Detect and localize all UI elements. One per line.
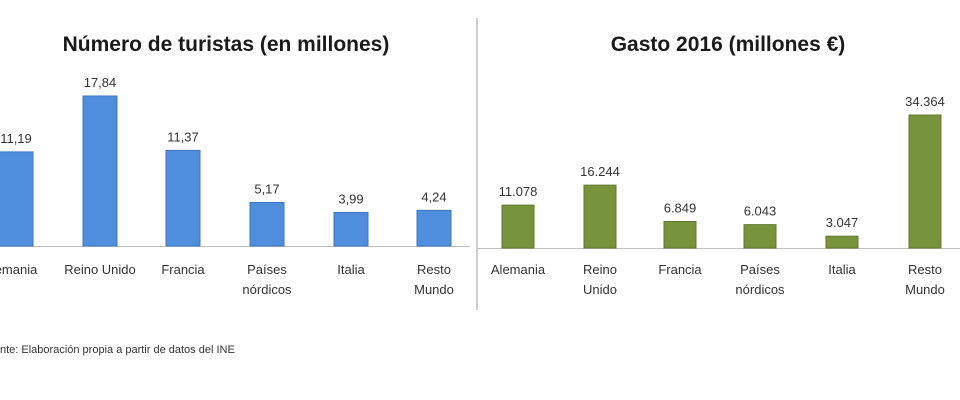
spending-value-label: 16.244 (580, 164, 620, 179)
tourists-category-label: Mundo (414, 282, 454, 297)
tourists-category-label: Francia (161, 262, 205, 277)
spending-value-label: 3.047 (826, 215, 859, 230)
spending-value-label: 6.849 (664, 200, 697, 215)
tourists-category-label: Países (247, 262, 287, 277)
tourists-value-label: 11,19 (0, 131, 32, 146)
spending-chart-title: Gasto 2016 (millones €) (611, 33, 846, 56)
spending-bar (583, 184, 617, 249)
tourists-bar (0, 151, 34, 247)
spending-category-label: Alemania (491, 262, 546, 277)
spending-category-label: Mundo (905, 282, 945, 297)
tourists-category-label: Reino Unido (64, 262, 136, 277)
spending-category-label: Unido (583, 282, 617, 297)
spending-value-label: 11.078 (499, 184, 538, 199)
spending-chart: 11.078 Alemania 16.244 Reino Unido 6.849 Franc… (478, 94, 960, 297)
spending-category-label: Francia (658, 262, 702, 277)
spending-value-label: 34.364 (905, 94, 945, 109)
tourists-bar (165, 149, 201, 247)
tourists-bar (82, 95, 118, 247)
spending-category-label: Resto (908, 262, 942, 277)
tourists-category-label: nórdicos (242, 282, 292, 297)
tourists-value-label: 5,17 (254, 182, 279, 197)
spending-bar (825, 235, 859, 249)
spending-bar (663, 220, 697, 249)
source-note: nte: Elaboración propia a partir de dato… (0, 344, 235, 356)
tourists-value-label: 17,84 (84, 75, 117, 90)
tourists-chart: 11,19 emania 17,84 Reino Unido 11,37 Francia 5… (0, 75, 470, 297)
spending-category-label: nórdicos (735, 282, 785, 297)
tourists-category-label: Italia (337, 262, 365, 277)
tourists-value-label: 11,37 (167, 129, 199, 144)
tourists-value-label: 4,24 (421, 189, 446, 204)
tourists-bar (249, 202, 285, 247)
tourists-bar (333, 211, 369, 247)
tourists-chart-title: Número de turistas (en millones) (63, 33, 390, 56)
tourists-category-label: emania (0, 262, 38, 277)
spending-category-label: Italia (828, 262, 856, 277)
spending-bar (908, 114, 942, 249)
spending-bar (743, 224, 777, 249)
tourists-value-label: 3,99 (338, 191, 363, 206)
spending-category-label: Reino (583, 262, 617, 277)
spending-value-label: 6.043 (744, 204, 777, 219)
spending-bar (501, 204, 535, 249)
tourists-bar (416, 209, 452, 247)
spending-category-label: Países (740, 262, 780, 277)
tourists-category-label: Resto (417, 262, 451, 277)
